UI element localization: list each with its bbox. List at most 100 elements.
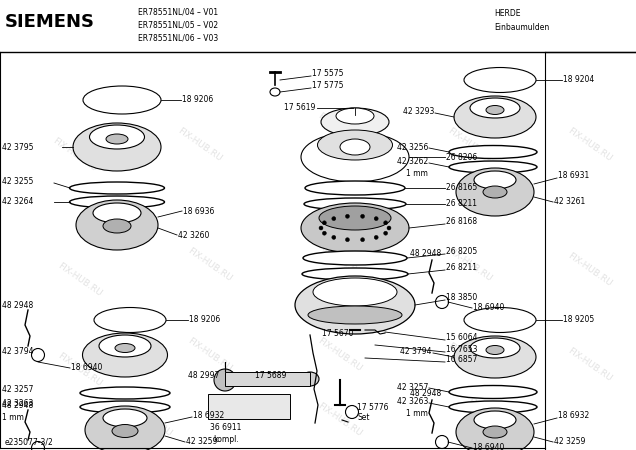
Ellipse shape (302, 268, 408, 280)
Text: 42 3795: 42 3795 (2, 143, 34, 152)
Text: 1 mm: 1 mm (2, 413, 24, 422)
Text: FIX-HUB.RU: FIX-HUB.RU (316, 112, 364, 148)
Text: 26 8211: 26 8211 (446, 199, 477, 208)
Ellipse shape (340, 139, 370, 155)
Text: 18 6932: 18 6932 (558, 411, 589, 420)
Text: Set: Set (357, 414, 370, 423)
Ellipse shape (322, 231, 326, 235)
Text: 26 8165: 26 8165 (446, 184, 477, 193)
Ellipse shape (83, 333, 167, 377)
Ellipse shape (321, 108, 389, 136)
Text: FIX-HUB.RU: FIX-HUB.RU (186, 247, 233, 284)
Text: FIX-HUB.RU: FIX-HUB.RU (56, 351, 104, 388)
Text: 42 3794: 42 3794 (2, 347, 34, 356)
Ellipse shape (115, 343, 135, 352)
Ellipse shape (449, 161, 537, 173)
Text: 15 6064: 15 6064 (446, 333, 478, 342)
Text: FIX-HUB.RU: FIX-HUB.RU (176, 126, 224, 163)
Ellipse shape (319, 226, 323, 230)
Ellipse shape (83, 86, 161, 114)
Text: FIX-HUB.RU: FIX-HUB.RU (566, 126, 614, 163)
Ellipse shape (69, 196, 165, 208)
Ellipse shape (456, 168, 534, 216)
Ellipse shape (449, 401, 537, 413)
Ellipse shape (474, 411, 516, 429)
Text: 18 9204: 18 9204 (563, 76, 594, 85)
Ellipse shape (345, 238, 349, 242)
Text: 48 2948: 48 2948 (2, 301, 33, 310)
Text: 26 8205: 26 8205 (446, 248, 477, 256)
Ellipse shape (295, 276, 415, 334)
Text: FIX-HUB.RU: FIX-HUB.RU (56, 261, 104, 298)
Text: 16 7653: 16 7653 (446, 346, 478, 355)
Text: FIX-HUB.RU: FIX-HUB.RU (316, 242, 364, 279)
Text: Einbaumulden: Einbaumulden (494, 22, 550, 32)
Bar (225, 372, 310, 386)
Text: 17 5575: 17 5575 (312, 68, 343, 77)
Ellipse shape (90, 125, 144, 149)
Ellipse shape (449, 145, 537, 158)
Ellipse shape (387, 226, 391, 230)
Text: FIX-HUB.RU: FIX-HUB.RU (446, 126, 494, 163)
Ellipse shape (474, 171, 516, 189)
Ellipse shape (464, 307, 536, 333)
Text: 42 3261: 42 3261 (554, 198, 585, 207)
Text: 18 6932: 18 6932 (193, 410, 225, 419)
Text: e235077-3/2: e235077-3/2 (5, 437, 54, 446)
Text: 42 3264: 42 3264 (2, 198, 33, 207)
Text: 42 3259: 42 3259 (554, 437, 585, 446)
Text: 48 2997: 48 2997 (188, 372, 219, 381)
Text: 42 3794: 42 3794 (401, 347, 432, 356)
Ellipse shape (301, 372, 319, 386)
Text: 1 mm: 1 mm (406, 409, 428, 418)
Ellipse shape (313, 278, 397, 306)
Text: 42 3257: 42 3257 (2, 386, 33, 395)
Text: 18 6940: 18 6940 (71, 364, 102, 373)
Ellipse shape (317, 130, 392, 160)
Text: FIX-HUB.RU: FIX-HUB.RU (446, 342, 494, 378)
Text: 17 5619: 17 5619 (284, 104, 315, 112)
Ellipse shape (93, 203, 141, 223)
Ellipse shape (470, 338, 520, 358)
Text: ER78551NL/05 – V02: ER78551NL/05 – V02 (138, 21, 218, 30)
Ellipse shape (305, 181, 405, 195)
Text: FIX-HUB.RU: FIX-HUB.RU (52, 136, 99, 174)
Text: 18 9205: 18 9205 (563, 315, 594, 324)
Ellipse shape (456, 408, 534, 450)
Text: 42 3263: 42 3263 (397, 397, 428, 406)
Text: 17 5776: 17 5776 (357, 404, 389, 413)
Ellipse shape (470, 98, 520, 118)
Text: FIX-HUB.RU: FIX-HUB.RU (316, 401, 364, 438)
Ellipse shape (322, 221, 326, 225)
Ellipse shape (332, 235, 336, 239)
Ellipse shape (85, 406, 165, 450)
Ellipse shape (301, 132, 409, 182)
Ellipse shape (76, 200, 158, 250)
Text: 18 6936: 18 6936 (183, 207, 214, 216)
Ellipse shape (69, 182, 165, 194)
Ellipse shape (486, 105, 504, 114)
Text: SIEMENS: SIEMENS (5, 13, 95, 31)
Ellipse shape (454, 336, 536, 378)
Ellipse shape (103, 219, 131, 233)
Ellipse shape (374, 235, 378, 239)
Ellipse shape (332, 216, 336, 220)
Text: 42 3262: 42 3262 (397, 158, 428, 166)
Text: 42 3260: 42 3260 (178, 230, 209, 239)
Text: 18 3850: 18 3850 (446, 293, 477, 302)
Text: 26 8211: 26 8211 (446, 264, 477, 273)
Text: kompl.: kompl. (213, 436, 238, 445)
Ellipse shape (73, 123, 161, 171)
Ellipse shape (483, 186, 507, 198)
Ellipse shape (80, 387, 170, 399)
Text: 42 3293: 42 3293 (403, 108, 434, 117)
Ellipse shape (99, 335, 151, 357)
Text: 42 3263: 42 3263 (2, 400, 33, 409)
Text: 42 3255: 42 3255 (2, 177, 33, 186)
Text: 18 6940: 18 6940 (473, 444, 504, 450)
Text: 48 2948: 48 2948 (410, 249, 441, 258)
Ellipse shape (454, 96, 536, 138)
Text: FIX-HUB.RU: FIX-HUB.RU (446, 247, 494, 284)
Ellipse shape (94, 307, 166, 333)
Text: HERDE: HERDE (494, 9, 520, 18)
